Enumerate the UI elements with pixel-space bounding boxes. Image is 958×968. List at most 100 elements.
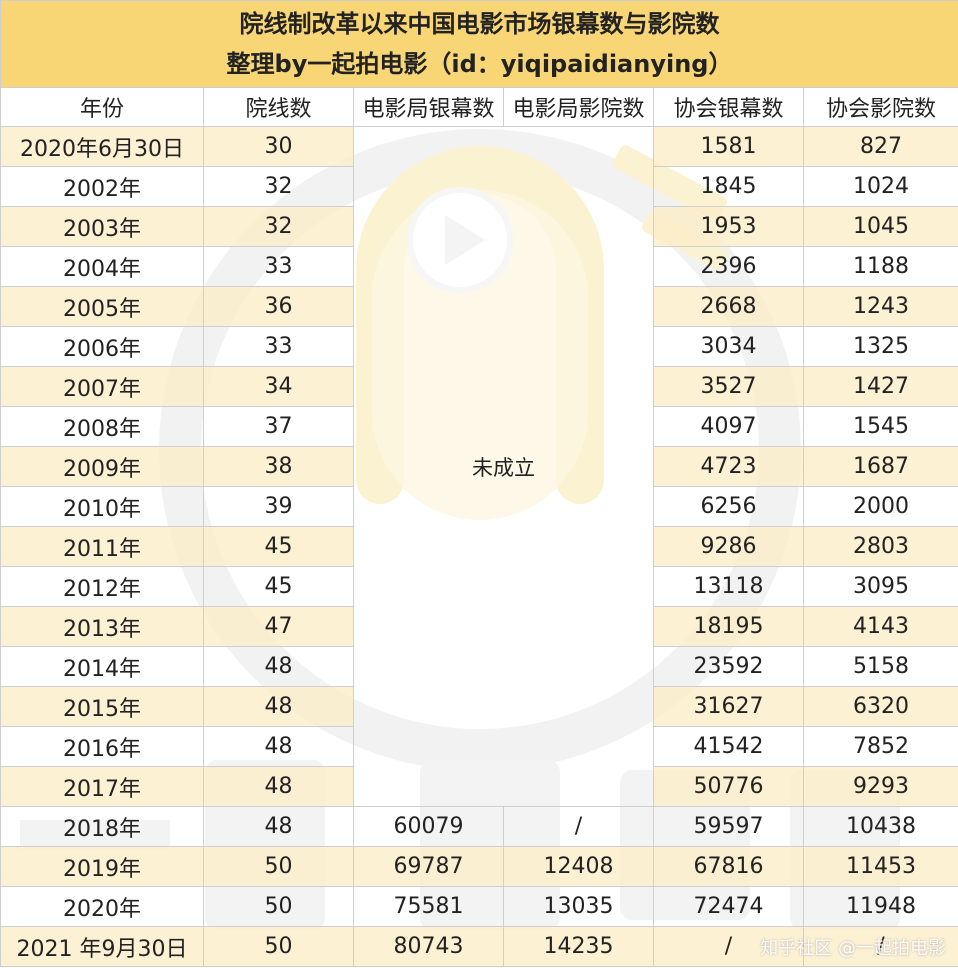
cell-year: 2011年 <box>0 526 204 567</box>
cell-year: 2005年 <box>0 286 204 327</box>
cell-assoc-screens: 1581 <box>653 126 804 167</box>
cell-assoc-cinemas: 1427 <box>802 366 958 407</box>
cell-assoc-cinemas: 1024 <box>802 166 958 207</box>
cell-year: 2007年 <box>0 366 204 407</box>
cell-year: 2019年 <box>0 846 204 887</box>
cell-assoc-cinemas: 9293 <box>802 766 958 807</box>
table-row: 2021 年9月30日 50 80743 14235// <box>0 926 958 967</box>
table-title: 院线制改革以来中国电影市场银幕数与影院数 整理by一起拍电影（id：yiqipa… <box>0 0 958 88</box>
cell-chains: 33 <box>203 246 354 287</box>
cell-bureau-cinemas: 12408 <box>503 846 654 887</box>
cell-assoc-cinemas: 10438 <box>802 806 958 847</box>
cell-chains: 45 <box>203 566 354 607</box>
cell-assoc-screens: 18195 <box>653 606 804 647</box>
col-header-bureau-cinemas: 电影局影院数 <box>503 87 654 127</box>
cell-year: 2006年 <box>0 326 204 367</box>
cell-year: 2016年 <box>0 726 204 767</box>
col-header-assoc-cinemas: 协会影院数 <box>802 87 958 127</box>
table-body: 2020年6月30日 30 未成立 1581 827 2002年 32 1845 1024 200… <box>0 126 958 967</box>
cell-assoc-cinemas: 6320 <box>802 686 958 727</box>
cell-assoc-cinemas: 1687 <box>802 446 958 487</box>
cell-assoc-cinemas: / <box>802 926 958 967</box>
cell-assoc-screens: 6256 <box>653 486 804 527</box>
cell-assoc-cinemas: 2000 <box>802 486 958 527</box>
title-line-2: 整理by一起拍电影（id：yiqipaidianying） <box>226 50 733 78</box>
cell-assoc-screens: 1953 <box>653 206 804 247</box>
cell-not-established: 未成立 <box>353 126 654 807</box>
cell-year: 2010年 <box>0 486 204 527</box>
cell-chains: 37 <box>203 406 354 447</box>
table-row: 2018年 48 60079/59597 10438 <box>0 806 958 847</box>
cell-chains: 47 <box>203 606 354 647</box>
header-row: 年份 院线数 电影局银幕数 电影局影院数 协会银幕数 协会影院数 <box>0 87 958 127</box>
cell-assoc-cinemas: 1243 <box>802 286 958 327</box>
cell-chains: 34 <box>203 366 354 407</box>
cell-year: 2012年 <box>0 566 204 607</box>
cell-chains: 48 <box>203 806 354 847</box>
cell-chains: 30 <box>203 126 354 167</box>
cell-assoc-screens: 59597 <box>653 806 804 847</box>
cell-year: 2021 年9月30日 <box>0 926 204 967</box>
cell-bureau-screens: 60079 <box>353 806 504 847</box>
cell-year: 2014年 <box>0 646 204 687</box>
cell-year: 2018年 <box>0 806 204 847</box>
cell-year: 2013年 <box>0 606 204 647</box>
cell-chains: 48 <box>203 766 354 807</box>
cell-chains: 32 <box>203 166 354 207</box>
cell-assoc-screens: 41542 <box>653 726 804 767</box>
cell-year: 2020年 <box>0 886 204 927</box>
cell-assoc-cinemas: 4143 <box>802 606 958 647</box>
cell-assoc-screens: 67816 <box>653 846 804 887</box>
cell-assoc-screens: 1845 <box>653 166 804 207</box>
cell-year: 2008年 <box>0 406 204 447</box>
cell-year: 2004年 <box>0 246 204 287</box>
cell-assoc-cinemas: 1188 <box>802 246 958 287</box>
cell-assoc-screens: 13118 <box>653 566 804 607</box>
cell-year: 2003年 <box>0 206 204 247</box>
cell-assoc-cinemas: 2803 <box>802 526 958 567</box>
col-header-chains: 院线数 <box>203 87 354 127</box>
cell-assoc-screens: 23592 <box>653 646 804 687</box>
cell-assoc-screens: 3034 <box>653 326 804 367</box>
cell-bureau-screens: 75581 <box>353 886 504 927</box>
cell-assoc-cinemas: 1325 <box>802 326 958 367</box>
cell-assoc-screens: / <box>653 926 804 967</box>
cell-assoc-screens: 50776 <box>653 766 804 807</box>
title-line-1: 院线制改革以来中国电影市场银幕数与影院数 <box>239 10 720 38</box>
table-row: 2020年6月30日 30 未成立 1581 827 <box>0 126 958 807</box>
cell-chains: 50 <box>203 886 354 927</box>
cell-assoc-cinemas: 3095 <box>802 566 958 607</box>
cell-assoc-screens: 31627 <box>653 686 804 727</box>
cell-chains: 32 <box>203 206 354 247</box>
cell-bureau-cinemas: 13035 <box>503 886 654 927</box>
cell-year: 2020年6月30日 <box>0 126 204 167</box>
cell-assoc-screens: 2668 <box>653 286 804 327</box>
col-header-bureau-screens: 电影局银幕数 <box>353 87 504 127</box>
cell-year: 2009年 <box>0 446 204 487</box>
cell-chains: 50 <box>203 846 354 887</box>
cell-bureau-screens: 69787 <box>353 846 504 887</box>
cell-chains: 45 <box>203 526 354 567</box>
cell-assoc-cinemas: 7852 <box>802 726 958 767</box>
cell-chains: 48 <box>203 726 354 767</box>
cell-chains: 48 <box>203 646 354 687</box>
cell-chains: 39 <box>203 486 354 527</box>
table-row: 2020年 50 75581 13035 72474 11948 <box>0 886 958 927</box>
cell-assoc-cinemas: 1545 <box>802 406 958 447</box>
cell-year: 2002年 <box>0 166 204 207</box>
cell-year: 2017年 <box>0 766 204 807</box>
cell-assoc-screens: 2396 <box>653 246 804 287</box>
cell-assoc-cinemas: 11453 <box>802 846 958 887</box>
cell-chains: 48 <box>203 686 354 727</box>
cell-assoc-screens: 4097 <box>653 406 804 447</box>
cell-assoc-screens: 4723 <box>653 446 804 487</box>
cell-assoc-screens: 72474 <box>653 886 804 927</box>
col-header-year: 年份 <box>0 87 204 127</box>
cell-year: 2015年 <box>0 686 204 727</box>
cell-assoc-cinemas: 1045 <box>802 206 958 247</box>
cell-assoc-cinemas: 827 <box>802 126 958 167</box>
cell-chains: 38 <box>203 446 354 487</box>
cell-bureau-screens: 80743 <box>353 926 504 967</box>
cell-assoc-cinemas: 11948 <box>802 886 958 927</box>
